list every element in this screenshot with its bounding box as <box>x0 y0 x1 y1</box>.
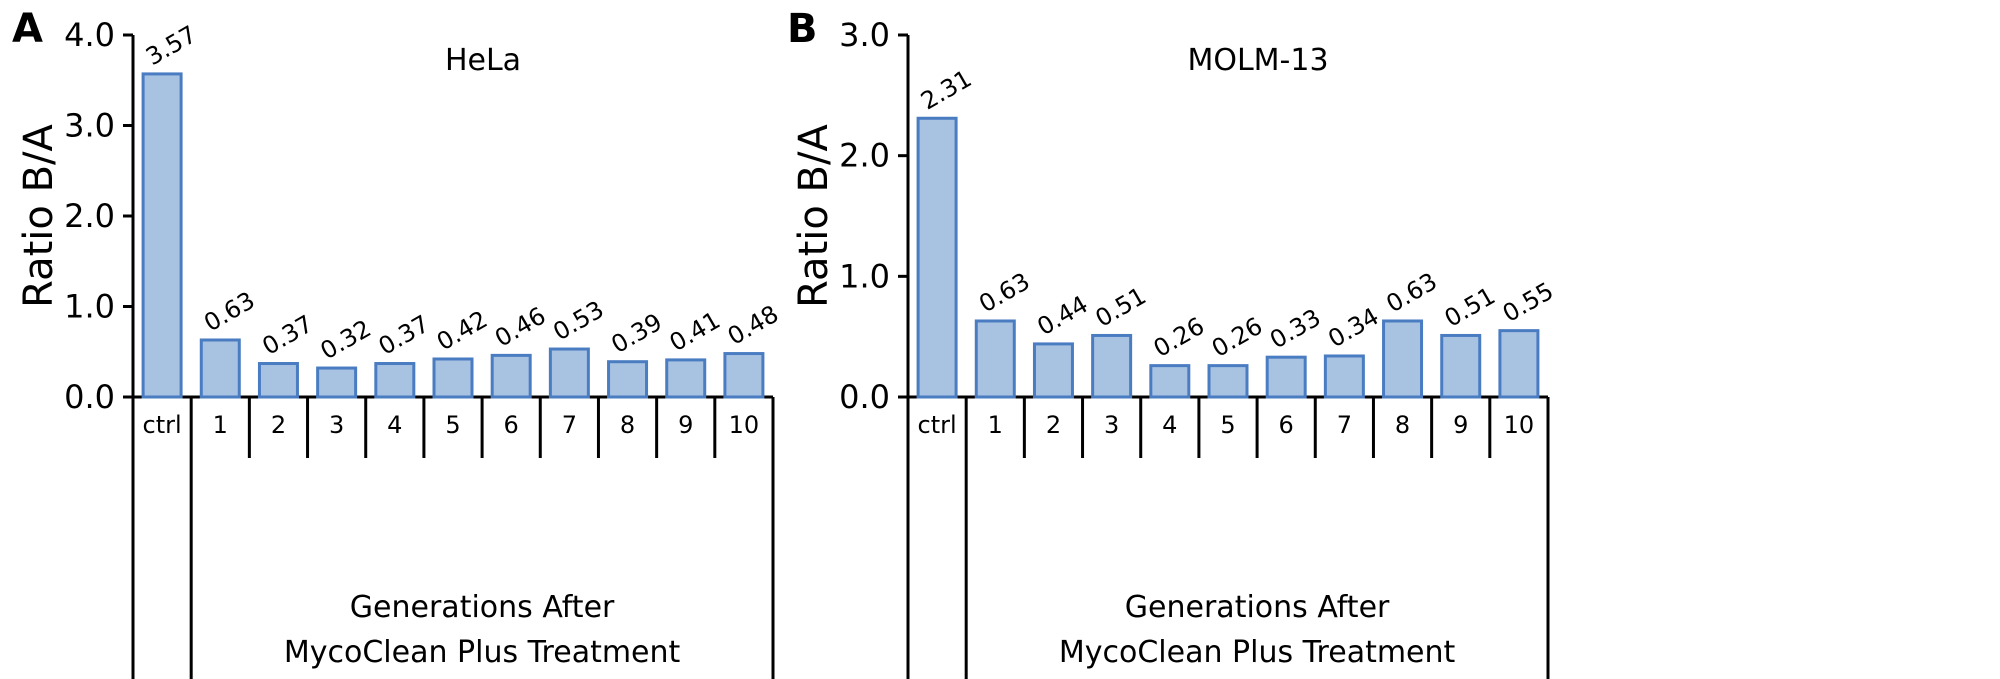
data-label: 0.44 <box>1032 290 1092 341</box>
bar <box>1207 364 1249 399</box>
x-tick-label: 2 <box>1046 411 1061 439</box>
x-tick-label: 10 <box>729 411 760 439</box>
bar <box>374 362 416 399</box>
chart-title: MOLM-13 <box>1187 43 1328 78</box>
y-tick-label: 1.0 <box>64 288 115 326</box>
chart-title: HeLa <box>445 43 521 78</box>
bar <box>1323 354 1365 399</box>
data-label: 0.46 <box>490 302 550 353</box>
data-label: 0.37 <box>374 310 434 361</box>
x-axis-label-line1: Generations After <box>1125 590 1390 625</box>
x-tick-label: 8 <box>620 411 635 439</box>
data-label: 0.63 <box>1382 267 1442 318</box>
x-tick-label: 4 <box>1162 411 1177 439</box>
x-tick-label: 9 <box>678 411 693 439</box>
y-tick-label: 2.0 <box>64 197 115 235</box>
y-axis-label: Ratio B/A <box>791 124 837 308</box>
bar <box>1091 333 1133 399</box>
x-tick-label: 6 <box>504 411 519 439</box>
x-tick-label: 9 <box>1453 411 1468 439</box>
bar <box>665 358 707 399</box>
bar <box>490 353 532 399</box>
data-label: 0.55 <box>1498 277 1558 328</box>
x-tick-label: 5 <box>1220 411 1235 439</box>
bar <box>1440 333 1482 399</box>
bar <box>1265 355 1307 399</box>
panel-label: B <box>787 6 818 52</box>
data-label: 0.51 <box>1440 282 1500 333</box>
bar <box>1032 342 1074 399</box>
data-label: 3.57 <box>141 20 201 71</box>
data-label: 0.39 <box>607 308 667 359</box>
y-tick-label: 4.0 <box>64 16 115 54</box>
y-tick-label: 0.0 <box>64 378 115 416</box>
data-label: 0.37 <box>257 310 317 361</box>
data-label: 2.31 <box>916 64 976 115</box>
x-tick-label: 7 <box>1337 411 1352 439</box>
bar <box>257 362 299 399</box>
x-tick-label: 2 <box>271 411 286 439</box>
bar <box>1498 329 1540 399</box>
data-label: 0.48 <box>723 300 783 351</box>
x-tick-label: 3 <box>329 411 344 439</box>
data-label: 0.63 <box>199 286 259 337</box>
y-tick-label: 2.0 <box>839 137 890 175</box>
data-label: 0.51 <box>1091 282 1151 333</box>
x-tick-label: 8 <box>1395 411 1410 439</box>
bar <box>1382 319 1424 399</box>
x-tick-label: 4 <box>387 411 402 439</box>
bar <box>916 116 958 399</box>
bar <box>141 72 183 399</box>
x-tick-label: 1 <box>988 411 1003 439</box>
y-tick-label: 1.0 <box>839 257 890 295</box>
bar <box>723 352 765 399</box>
data-label: 0.42 <box>432 305 492 356</box>
data-label: 0.34 <box>1323 302 1383 353</box>
x-tick-label: 3 <box>1104 411 1119 439</box>
x-tick-label: 5 <box>445 411 460 439</box>
bar <box>1149 364 1191 399</box>
x-tick-label: 10 <box>1504 411 1535 439</box>
data-label: 0.32 <box>316 314 376 365</box>
y-tick-label: 3.0 <box>64 107 115 145</box>
x-tick-label: ctrl <box>918 411 957 439</box>
y-tick-label: 3.0 <box>839 16 890 54</box>
y-tick-label: 0.0 <box>839 378 890 416</box>
y-axis-label: Ratio B/A <box>16 124 62 308</box>
x-tick-label: ctrl <box>143 411 182 439</box>
x-tick-label: 7 <box>562 411 577 439</box>
panel-label: A <box>12 6 43 52</box>
x-axis-label-line2: MycoClean Plus Treatment <box>1059 635 1456 670</box>
x-tick-label: 1 <box>213 411 228 439</box>
bar <box>316 366 358 399</box>
data-label: 0.26 <box>1207 312 1267 363</box>
data-label: 0.63 <box>974 267 1034 318</box>
bar <box>432 357 474 399</box>
bar <box>974 319 1016 399</box>
bar <box>199 338 241 399</box>
data-label: 0.41 <box>665 306 725 357</box>
x-axis-label-line1: Generations After <box>350 590 615 625</box>
data-label: 0.53 <box>548 295 608 346</box>
bar <box>548 347 590 399</box>
x-tick-label: 6 <box>1279 411 1294 439</box>
data-label: 0.26 <box>1149 312 1209 363</box>
data-label: 0.33 <box>1265 303 1325 354</box>
x-axis-label-line2: MycoClean Plus Treatment <box>284 635 681 670</box>
bar <box>607 360 649 399</box>
